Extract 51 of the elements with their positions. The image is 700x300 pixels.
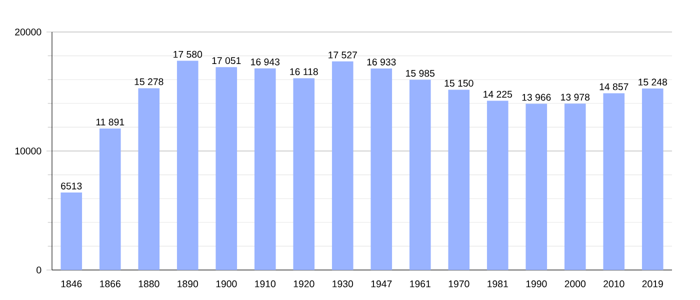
x-tick-label: 1910 [255,280,276,288]
data-label: 16 933 [367,58,396,66]
bar [332,61,354,270]
data-label: 16 118 [290,68,318,76]
x-tick-label: 2000 [564,280,586,288]
data-label: 17 580 [174,50,202,58]
bar [486,100,508,270]
bar [603,93,625,270]
data-label: 14 225 [484,90,512,98]
x-tick-label: 1930 [332,280,354,288]
data-label: 15 278 [134,78,164,86]
data-label: 14 857 [600,83,628,90]
x-tick-label: 1880 [138,280,160,288]
bar [642,88,664,270]
data-label: 6513 [61,182,82,190]
bar [138,88,160,270]
x-tick-label: 1990 [526,280,547,288]
bar [409,80,431,270]
data-label: 16 943 [251,58,280,66]
x-tick-label: 1890 [178,280,198,288]
x-tick-label: 1961 [410,280,430,288]
data-label: 15 985 [406,70,435,77]
bar [216,67,238,270]
bar [60,192,82,270]
x-tick-label: 1947 [371,280,392,288]
data-label: 17 527 [328,52,357,58]
y-tick-label: 10000 [15,148,42,154]
data-label: 15 150 [444,80,474,87]
bar [564,104,586,270]
bar [448,90,470,270]
data-label: 17 051 [212,57,241,64]
bar [370,68,392,270]
data-label: 15 248 [638,78,668,86]
data-label: 11 891 [96,118,124,126]
x-tick-label: 1920 [294,280,314,288]
x-tick-label: 2019 [642,280,663,288]
x-tick-label: 1900 [216,280,237,288]
y-tick-label: 20000 [15,28,42,36]
x-tick-label: 2010 [604,280,624,288]
bar [254,68,276,270]
bar [526,104,548,270]
x-tick-label: 1846 [61,280,82,288]
x-tick-label: 1970 [448,280,470,288]
data-label: 13 978 [561,94,590,101]
x-tick-label: 1866 [100,280,120,288]
data-label: 13 966 [522,94,551,101]
bar [176,60,198,270]
bar [99,128,121,270]
y-tick-label: 0 [36,266,42,274]
x-tick-label: 1981 [488,280,508,288]
bar [293,78,315,270]
